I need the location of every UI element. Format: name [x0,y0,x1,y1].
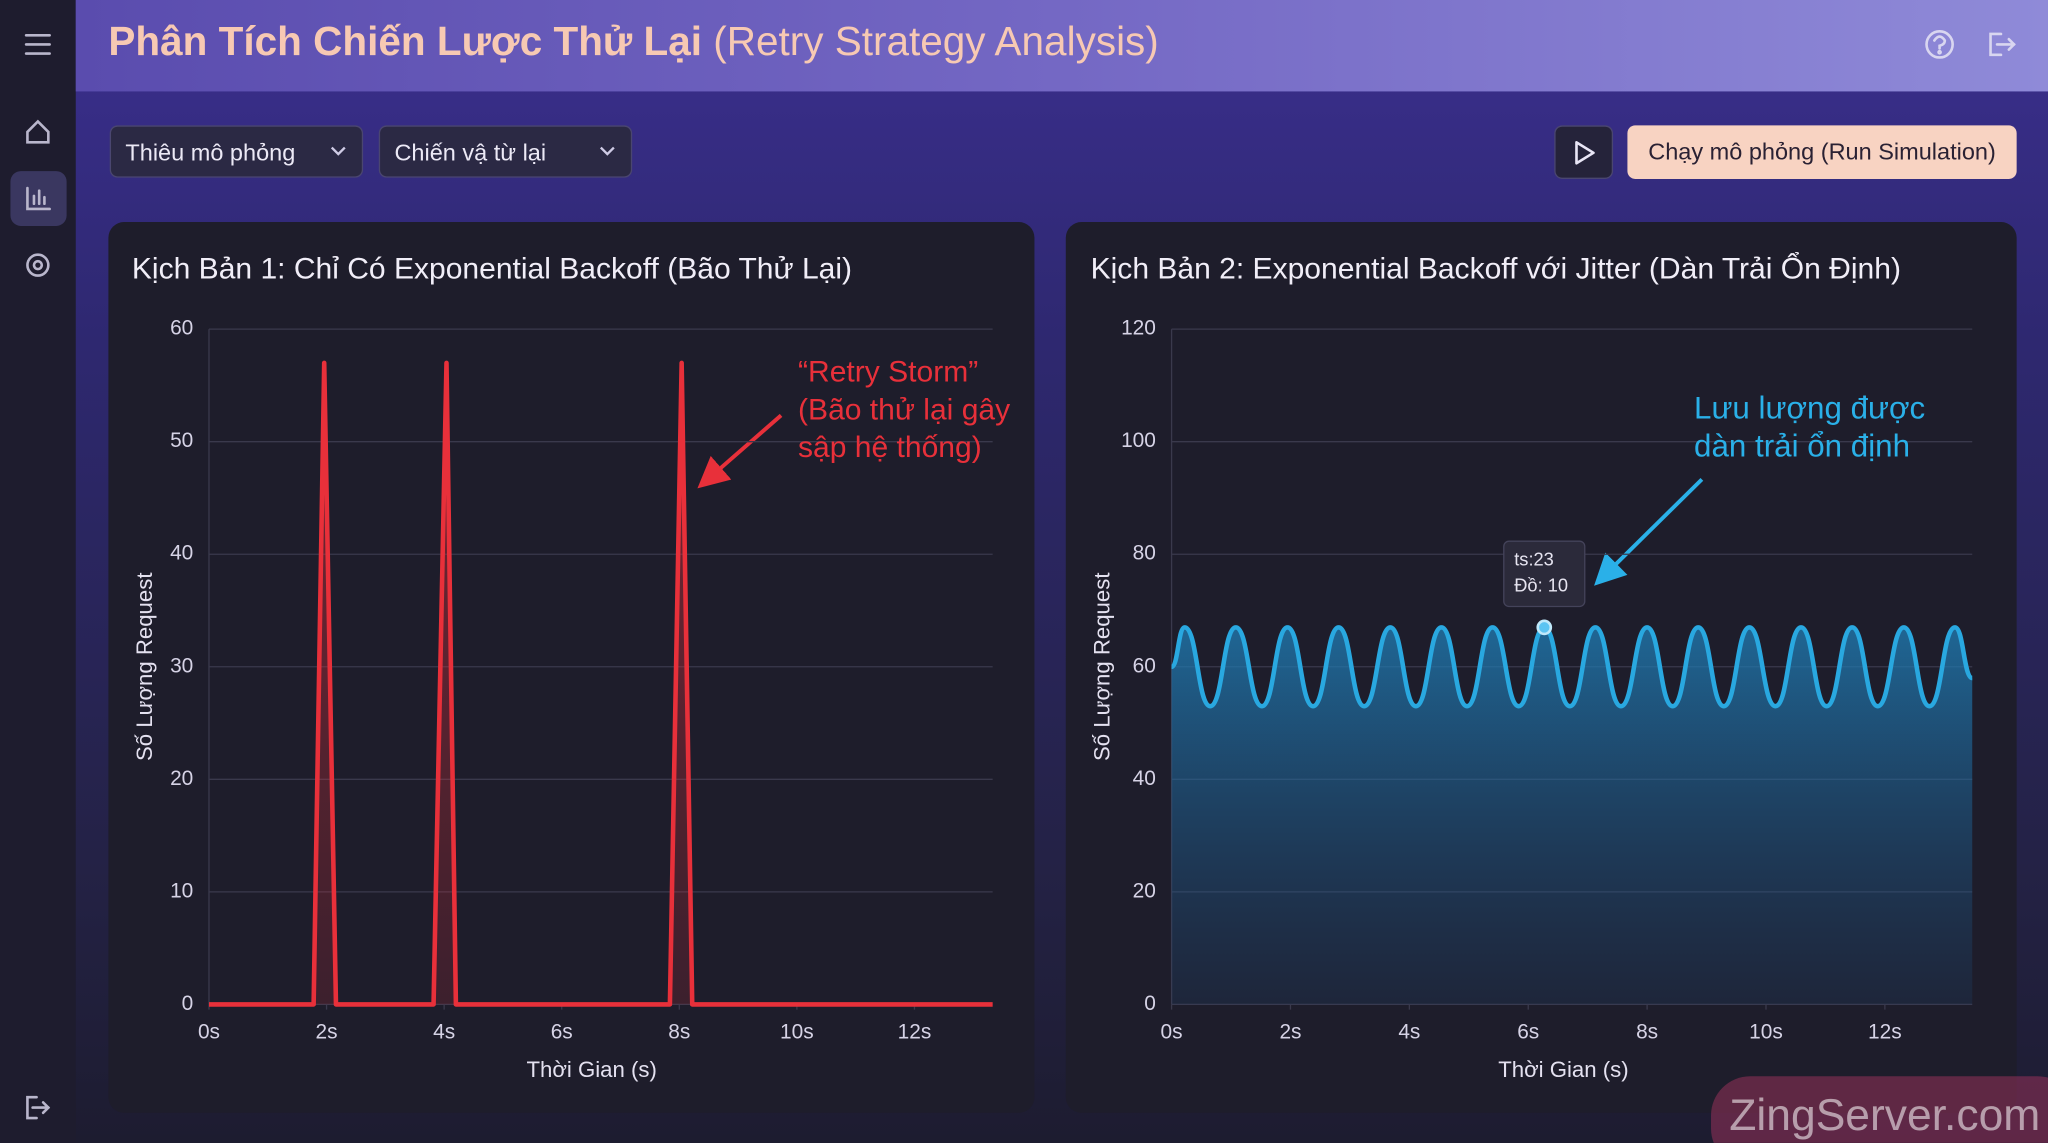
chevron [330,146,346,156]
menu-icon[interactable] [24,33,51,55]
sidebar [0,0,76,1143]
tooltip-text: Đồ: 10 [1514,575,1568,596]
x-tick-label: 10s [780,1021,814,1044]
x-tick-label: 10s [1749,1021,1783,1044]
title-sub: (Retry Strategy Analysis) [713,18,1159,64]
x-tick-label: 2s [316,1021,338,1044]
y-tick-label: 30 [170,654,193,677]
annotation-arrow [1594,477,1704,586]
help-icon[interactable] [1925,30,1954,59]
tooltip-box [1503,540,1586,608]
settings-icon[interactable] [26,253,50,277]
dropdown-label: Thiêu mô phỏng [125,139,296,166]
y-axis-label: Số Lượng Request [132,573,157,762]
annotation: (Bão thử lại gây [798,393,1010,426]
x-tick-label: 0s [1161,1021,1183,1044]
chart-icon[interactable] [26,186,51,211]
x-tick-label: 6s [551,1021,573,1044]
play-icon [1575,141,1595,165]
chevron [599,146,615,156]
dropdown-label: Chiến vậ từ lại [394,139,547,166]
y-tick-label: 20 [170,767,193,790]
y-tick-label: 10 [170,879,193,902]
header: Phân Tích Chiến Lược Thử Lại (Retry Stra… [75,0,2048,92]
annotation: sập hệ thống) [798,431,982,464]
y-tick-label: 40 [1133,767,1156,790]
tooltip-text: ts:23 [1514,549,1554,570]
chart-panel [108,222,1035,1113]
x-tick-label: 8s [1636,1021,1658,1044]
y-tick-label: 20 [1133,879,1156,902]
x-tick-label: 12s [1868,1021,1902,1044]
line [1169,625,1974,709]
x-tick-label: 12s [898,1021,932,1044]
sidebar-icons [10,33,67,1120]
y-tick-label: 60 [170,317,193,340]
data-point [1536,619,1553,636]
x-tick-label: 4s [433,1021,455,1044]
x-axis-label: Thời Gian (s) [1498,1057,1628,1082]
x-tick-label: 6s [1517,1021,1539,1044]
x-tick-label: 2s [1279,1021,1301,1044]
watermark: ZingServer.com [1711,1076,2048,1143]
annotation: dàn trải ổn định [1694,428,1910,463]
annotation: “Retry Storm” [798,355,978,388]
page-title: Phân Tích Chiến Lược Thử Lại (Retry Stra… [108,18,1158,65]
area [1171,627,1973,1005]
y-tick-label: 0 [182,992,194,1015]
y-tick-label: 120 [1121,317,1156,340]
y-tick-label: 80 [1133,542,1156,565]
y-tick-label: 0 [1144,992,1156,1015]
y-tick-label: 60 [1133,654,1156,677]
annotation: Lưu lượng được [1694,390,1925,425]
y-tick-label: 50 [170,429,193,452]
x-tick-label: 0s [198,1021,220,1044]
home-icon[interactable] [26,119,50,144]
line [208,360,993,1007]
chart-title: Kịch Bản 1: Chỉ Có Exponential Backoff (… [132,252,852,285]
y-tick-label: 40 [170,542,193,565]
annotation-arrow [697,413,783,489]
play-button[interactable] [1554,125,1614,179]
title-main: Phân Tích Chiến Lược Thử Lại [108,18,702,64]
exit-icon[interactable] [1989,32,2016,57]
x-tick-label: 8s [668,1021,690,1044]
chart-title: Kịch Bản 2: Exponential Backoff với Jitt… [1091,251,1901,285]
strategy-dropdown[interactable]: Chiến vậ từ lại [378,125,633,178]
header-icons [1925,30,2016,59]
y-tick-label: 100 [1121,429,1156,452]
scenario-dropdown[interactable]: Thiêu mô phỏng [109,125,364,178]
y-axis-label: Số Lượng Request [1090,573,1115,762]
x-axis-label: Thời Gian (s) [526,1057,656,1082]
logout-icon[interactable] [26,1095,51,1120]
run-button[interactable]: Chạy mô phỏng (Run Simulation) [1627,125,2017,179]
x-tick-label: 4s [1398,1021,1420,1044]
